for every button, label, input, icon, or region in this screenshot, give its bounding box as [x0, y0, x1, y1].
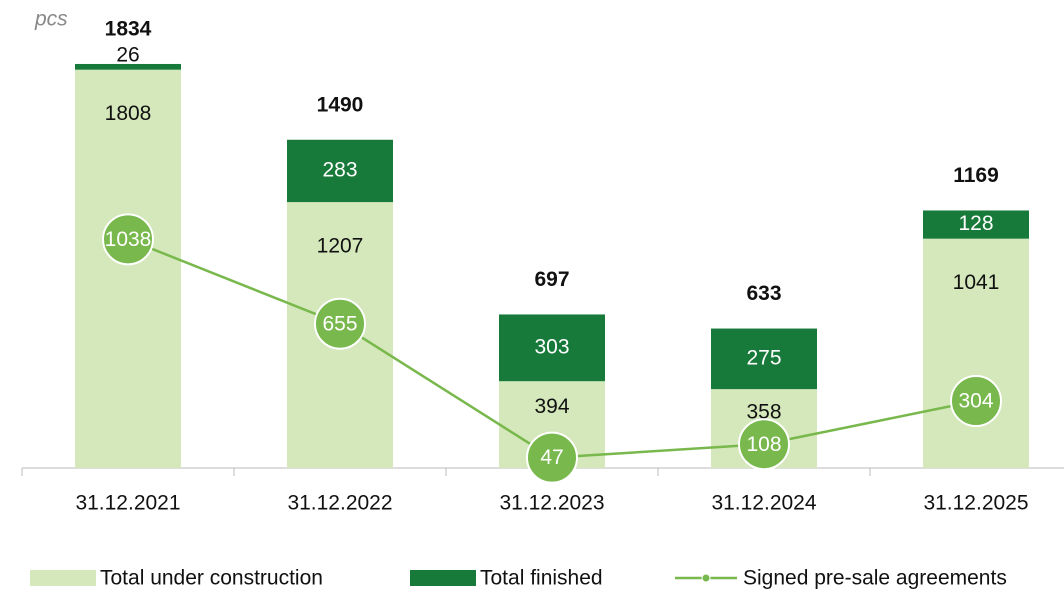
data-label: 108 — [746, 433, 781, 456]
total-label: 697 — [534, 268, 569, 291]
data-label: 303 — [534, 335, 569, 358]
bar-segment — [75, 63, 181, 70]
bar-segment — [287, 139, 393, 203]
data-label: 358 — [746, 400, 781, 423]
total-label: 1834 — [105, 18, 152, 41]
bar-segment — [711, 328, 817, 390]
legend-label: Signed pre-sale agreements — [743, 567, 1007, 590]
x-tick-label: 31.12.2025 — [923, 492, 1028, 515]
bar-segment — [923, 210, 1029, 239]
x-tick-label: 31.12.2022 — [287, 492, 392, 515]
data-label: 283 — [322, 158, 357, 181]
x-tick-label: 31.12.2024 — [711, 492, 816, 515]
legend-swatch — [410, 570, 476, 586]
bar-segment — [923, 238, 1029, 468]
data-label: 1808 — [105, 102, 152, 125]
data-label: 394 — [534, 395, 569, 418]
legend-label: Total under construction — [100, 567, 323, 590]
data-label: 128 — [958, 212, 993, 235]
line-marker — [950, 375, 1002, 428]
data-label: 26 — [116, 44, 139, 67]
data-label: 47 — [540, 446, 563, 469]
total-label: 1169 — [953, 164, 999, 187]
bar-segment — [499, 314, 605, 382]
legend-swatch — [30, 570, 96, 586]
unit-label: pcs — [34, 8, 68, 31]
data-label: 275 — [746, 346, 781, 369]
x-tick-label: 31.12.2021 — [75, 492, 180, 515]
bar-segment — [75, 69, 181, 468]
data-label: 1207 — [317, 235, 364, 258]
legend-swatch — [701, 573, 711, 583]
line-marker — [102, 213, 154, 266]
line-marker — [738, 418, 790, 471]
data-label: 304 — [958, 390, 993, 413]
data-label: 655 — [322, 312, 357, 335]
data-label: 1038 — [105, 228, 152, 251]
line-marker — [526, 431, 578, 484]
data-label: 1041 — [953, 271, 1000, 294]
legend-label: Total finished — [480, 567, 603, 590]
x-tick-label: 31.12.2023 — [499, 492, 604, 515]
line-marker — [314, 297, 366, 350]
total-label: 1490 — [317, 93, 364, 116]
total-label: 633 — [746, 282, 781, 305]
